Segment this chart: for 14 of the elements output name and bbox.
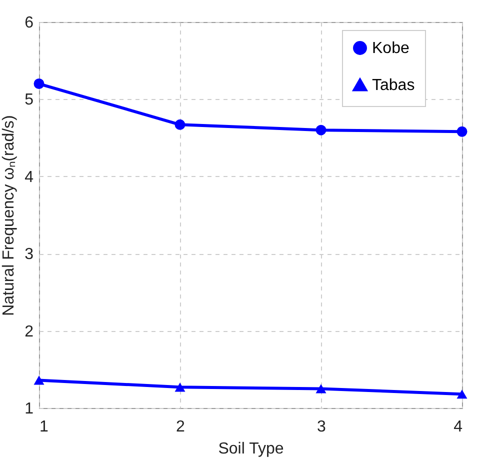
y-tick-label: 3: [24, 246, 34, 264]
y-tick-label: 1: [24, 400, 34, 418]
y-tick-label: 2: [24, 323, 34, 340]
x-axis-title: Soil Type: [218, 440, 284, 458]
y-tick-label: 4: [24, 168, 34, 186]
x-tick-label: 3: [317, 418, 326, 436]
x-tick-label: 4: [454, 418, 463, 436]
y-axis-title: Natural Frequency ωₙ(rad/s): [0, 115, 18, 316]
y-tick-label: 6: [24, 14, 34, 32]
legend-label: Tabas: [372, 77, 415, 94]
x-tick-label: 1: [40, 418, 48, 436]
x-tick-label: 2: [176, 418, 186, 436]
y-tick-label: 5: [24, 92, 34, 109]
legend-label: Kobe: [372, 40, 410, 57]
